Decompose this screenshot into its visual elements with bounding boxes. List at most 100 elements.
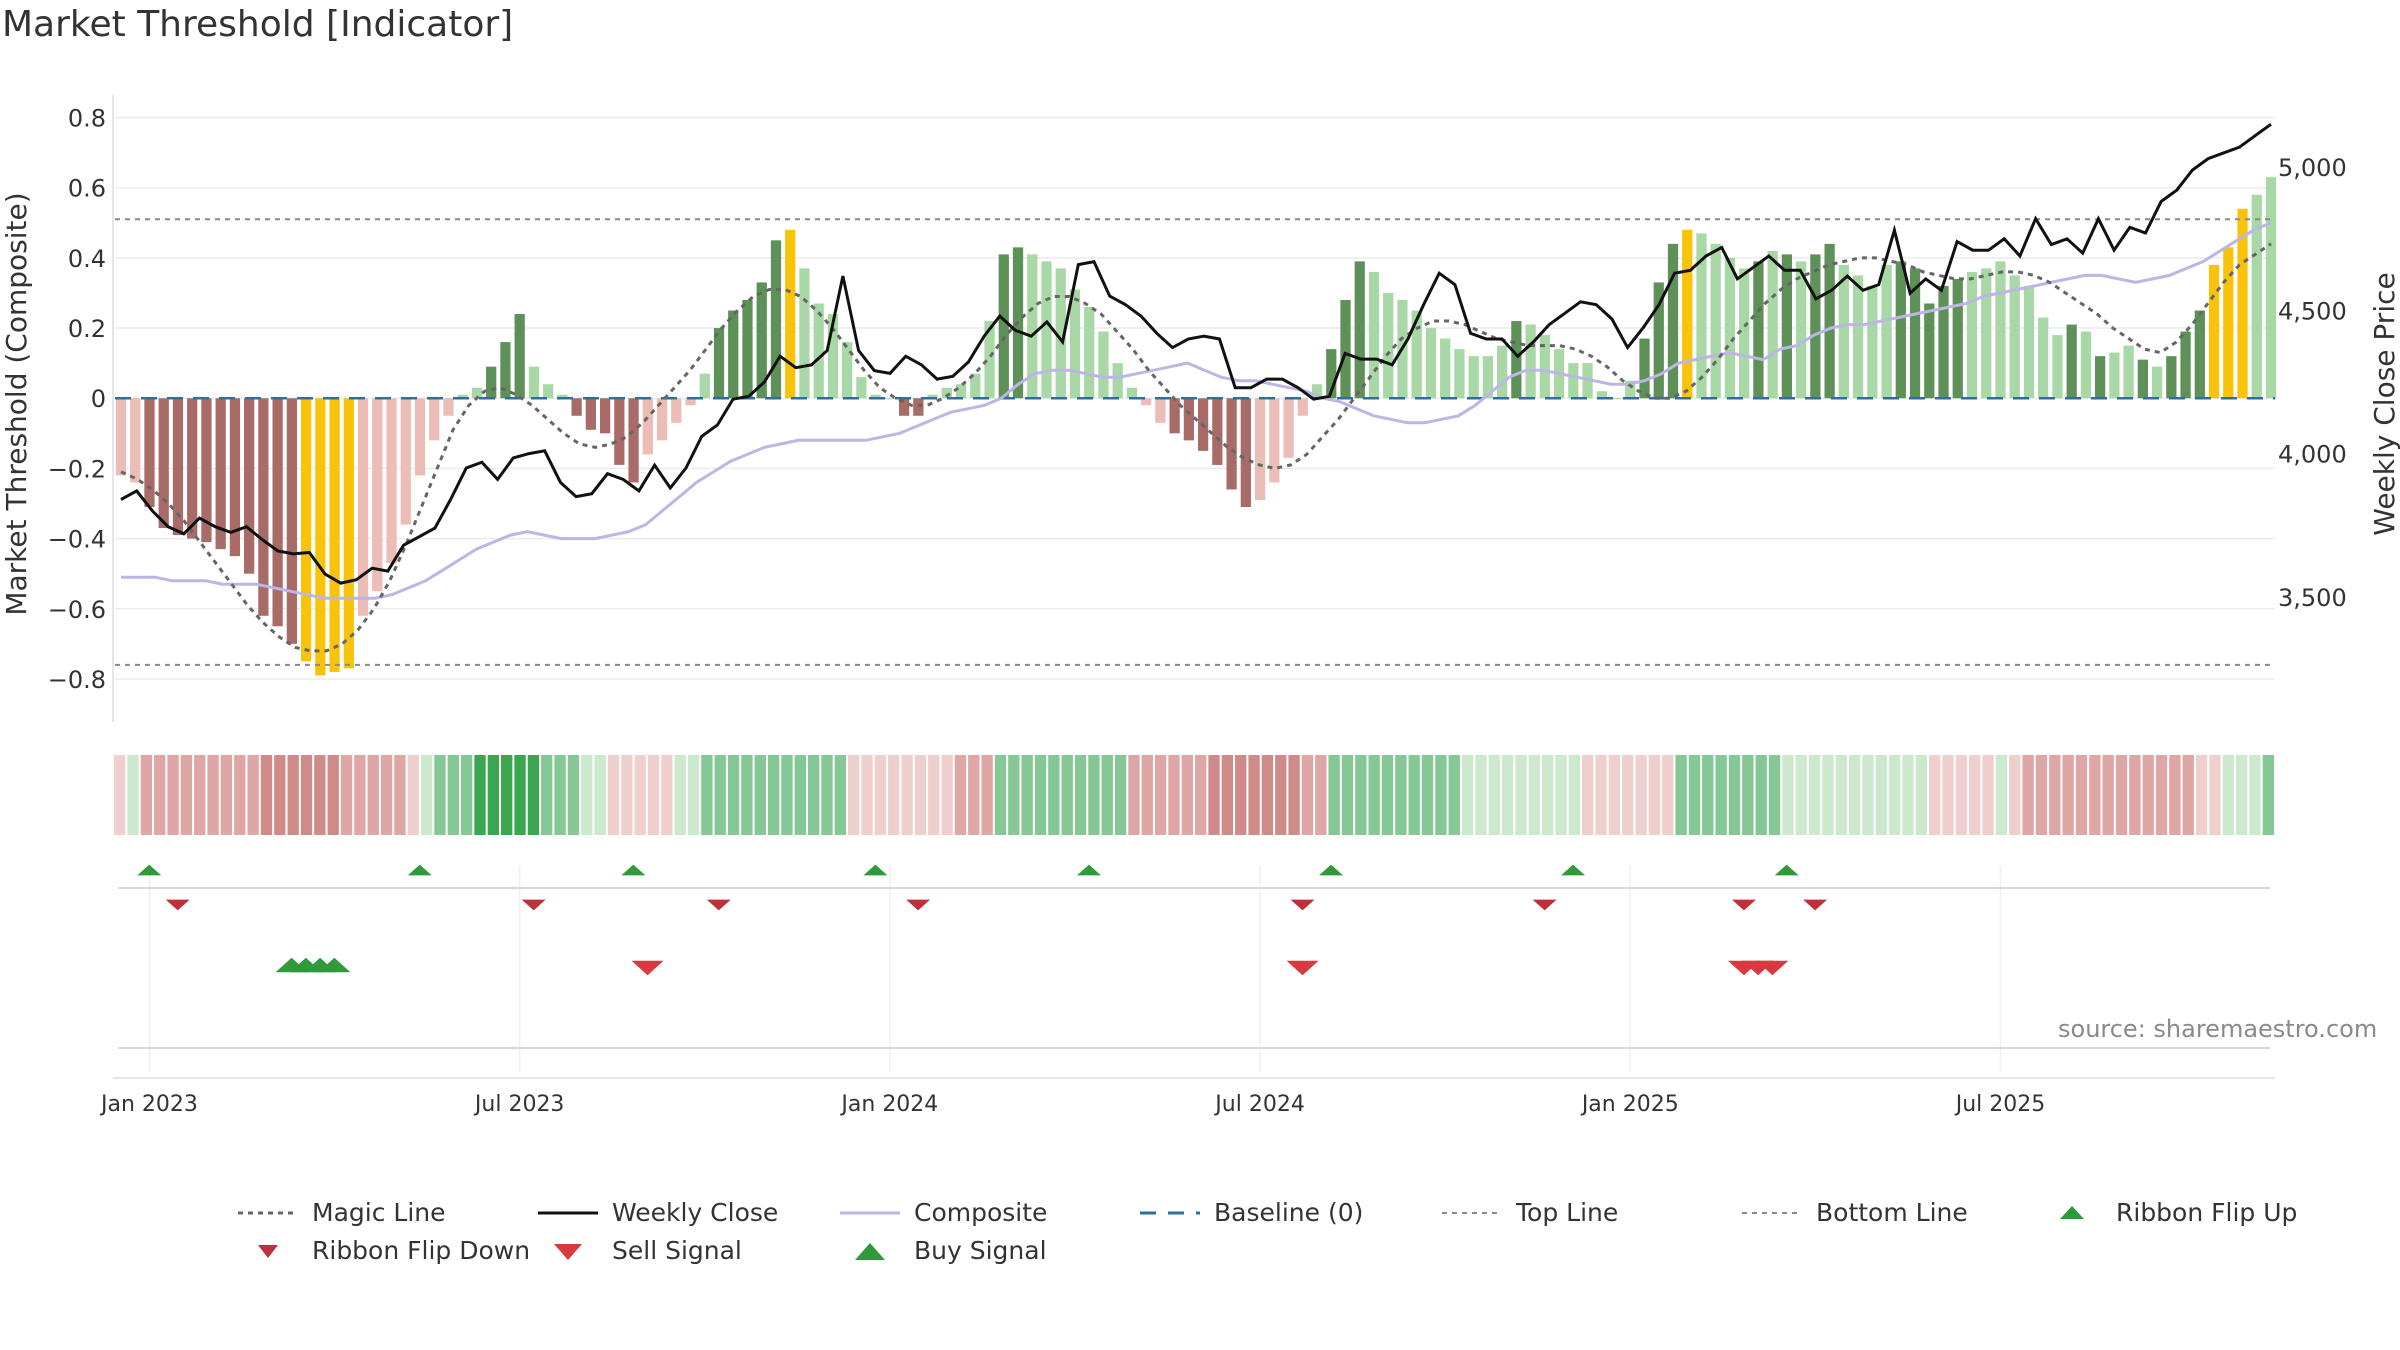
ribbon-cell [2262, 755, 2274, 835]
composite-bar [1141, 398, 1152, 406]
composite-bar [1069, 289, 1081, 399]
ribbon-cell [834, 755, 847, 835]
y-tick-label: 0.6 [68, 175, 106, 203]
ribbon-cell [314, 755, 326, 835]
legend-label: Sell Signal [612, 1236, 742, 1265]
ribbon-cell [420, 755, 433, 835]
composite-bar [1696, 233, 1707, 399]
ribbon-cell [1969, 755, 1981, 835]
legend-swatch [855, 1242, 885, 1260]
ribbon-cell [1114, 755, 1127, 835]
ribbon-cell [861, 755, 873, 835]
ribbon-cell [501, 755, 513, 835]
ribbon-flip-down-marker [1532, 899, 1557, 911]
composite-bar [386, 398, 397, 564]
legend-swatch [2060, 1205, 2084, 1219]
legend-swatch [1140, 1211, 1200, 1214]
ribbon-cell [1034, 755, 1047, 835]
signal-rows [118, 864, 2270, 1049]
composite-bar [1753, 261, 1764, 399]
legend-label: Buy Signal [914, 1236, 1047, 1265]
composite-bar [842, 342, 853, 399]
ribbon-cell [1021, 755, 1033, 835]
composite-bar [500, 342, 511, 399]
legend-item: Baseline (0) [1138, 1198, 1363, 1227]
composite-bar [2265, 177, 2277, 399]
ribbon-cell [2102, 755, 2114, 835]
composite-bar [1297, 398, 1308, 416]
composite-bar [898, 398, 910, 416]
composite-bar [1112, 363, 1123, 399]
legend-item: Buy Signal [838, 1236, 1047, 1265]
ribbon-cell [701, 755, 713, 835]
legend-item: Sell Signal [536, 1236, 742, 1265]
composite-bar [1525, 324, 1536, 399]
composite-bar [414, 398, 426, 476]
composite-bar [1226, 398, 1237, 490]
ribbon-cell [2155, 755, 2168, 835]
y2-tick-label: 3,500 [2278, 584, 2347, 612]
ribbon-cell [1915, 755, 1928, 835]
ribbon-cell [1688, 755, 1701, 835]
composite-bar [1155, 398, 1166, 423]
ribbon-flip-up-marker [407, 864, 432, 876]
ribbon-cell [1515, 755, 1527, 835]
ribbon-cell [1635, 755, 1647, 835]
legend-label: Baseline (0) [1214, 1198, 1364, 1227]
ribbon-cell [874, 755, 887, 835]
composite-bar [870, 394, 881, 399]
composite-bar [2194, 310, 2205, 399]
composite-bar [486, 366, 497, 399]
series-lines [115, 122, 2275, 666]
composite-bar [1482, 356, 1494, 399]
y2-axis-label: Weekly Close Price [2368, 272, 2400, 535]
composite-bar [756, 282, 767, 399]
composite-bar [2066, 324, 2077, 399]
ribbon-cell [2062, 755, 2074, 835]
ribbon-cell [220, 755, 233, 835]
ribbon-cell [1195, 755, 1207, 835]
y-tick-label: −0.2 [48, 455, 106, 483]
composite-bars [115, 177, 2277, 676]
ribbon-flip-up-marker [1774, 864, 1799, 876]
composite-bar [2208, 264, 2220, 399]
ribbon-cell [647, 755, 660, 835]
composite-bar [272, 398, 283, 627]
composite-bar [1539, 335, 1550, 399]
ribbon-cell [327, 755, 339, 835]
composite-bar [1810, 254, 1821, 399]
legend-label: Ribbon Flip Up [2116, 1198, 2298, 1227]
ribbon-cell [607, 755, 620, 835]
y-tick-label: −0.8 [48, 666, 106, 694]
legend-label: Composite [914, 1198, 1048, 1227]
ribbon-cell [1742, 755, 1754, 835]
ribbon-cell [127, 755, 139, 835]
ribbon-flip-up-marker [137, 864, 162, 876]
x-tick-label: Jan 2025 [1580, 1092, 1679, 1117]
ribbon-cell [1288, 755, 1300, 835]
legend-item: Composite [838, 1198, 1047, 1227]
ribbon-cell [2142, 755, 2154, 835]
legend-item: Top Line [1440, 1198, 1618, 1227]
composite-line [121, 221, 2272, 600]
magic-line [120, 242, 2272, 653]
sell-signal-marker [1756, 960, 1789, 976]
composite-bar [1895, 261, 1906, 399]
ribbon-cell [1235, 755, 1247, 835]
composite-bar [984, 321, 995, 399]
grid [115, 116, 2275, 1072]
ribbon-cell [1421, 755, 1434, 835]
composite-bar [785, 229, 796, 399]
ribbon-cell [1008, 755, 1020, 835]
x-tick-label: Jan 2023 [99, 1092, 198, 1117]
ribbon-cell [727, 755, 740, 835]
composite-bar [286, 398, 297, 644]
composite-bar [1354, 261, 1365, 399]
composite-bar [343, 398, 354, 669]
ribbon-cell [754, 755, 766, 835]
legend-label: Weekly Close [612, 1198, 779, 1227]
ribbon-cell [1168, 755, 1180, 835]
ribbon-cell [1675, 755, 1687, 835]
ribbon-cell [714, 755, 726, 835]
